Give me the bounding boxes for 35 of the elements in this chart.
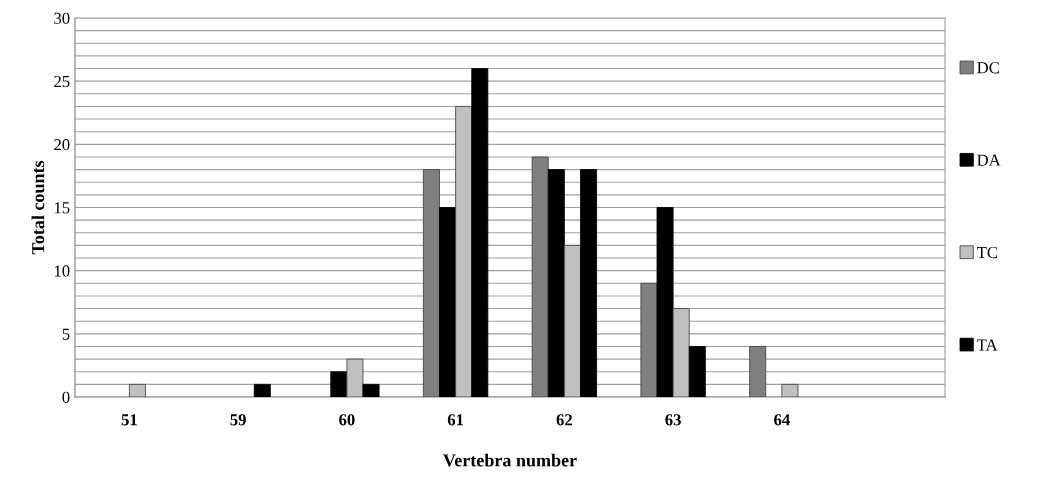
- bar: [330, 371, 348, 397]
- x-tick-label: 61: [447, 414, 464, 426]
- x-tick-label: 62: [556, 414, 572, 426]
- bar: [439, 207, 457, 397]
- bar: [580, 169, 598, 397]
- x-tick-label: 64: [774, 414, 790, 426]
- y-tick-label: 5: [62, 328, 70, 340]
- legend-label: DA: [977, 154, 1001, 166]
- y-tick-label: 0: [62, 391, 70, 403]
- bar: [688, 346, 706, 397]
- bar: [656, 207, 674, 397]
- bar: [563, 244, 581, 397]
- x-axis-title: Vertebra number: [443, 453, 577, 467]
- y-axis-title: Total counts: [31, 160, 45, 255]
- y-tick-label: 25: [54, 75, 70, 88]
- x-tick-label: 59: [230, 414, 246, 426]
- bar: [346, 358, 364, 397]
- legend-label: TA: [976, 339, 998, 351]
- bar: [128, 383, 146, 397]
- bar: [781, 383, 799, 397]
- y-tick-label: 30: [54, 12, 70, 24]
- bar: [471, 68, 489, 397]
- bar: [547, 169, 565, 397]
- y-tick-label: 10: [54, 265, 70, 277]
- bar: [455, 106, 473, 397]
- x-tick-label: 60: [339, 414, 355, 426]
- legend-label: TC: [976, 246, 998, 259]
- bar: [362, 383, 380, 397]
- legend-label: DC: [977, 62, 999, 74]
- x-tick-label: 51: [121, 414, 137, 426]
- y-tick-label: 20: [54, 139, 70, 151]
- bar: [672, 308, 690, 397]
- y-tick-label: 15: [54, 202, 70, 214]
- x-tick-label: 63: [665, 414, 681, 426]
- bar: [253, 383, 271, 397]
